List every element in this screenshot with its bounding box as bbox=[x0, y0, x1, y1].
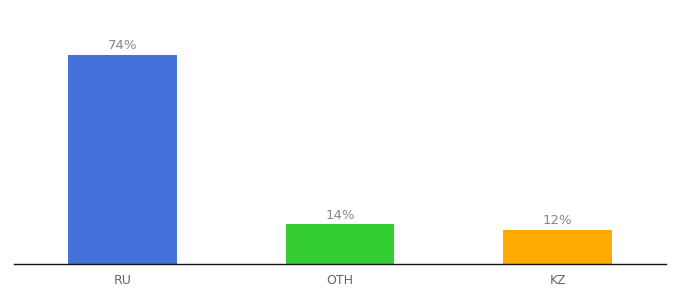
Bar bbox=[286, 224, 394, 264]
Text: 14%: 14% bbox=[325, 208, 355, 222]
Text: 12%: 12% bbox=[543, 214, 573, 227]
Bar bbox=[503, 230, 612, 264]
Bar bbox=[68, 55, 177, 264]
Text: 74%: 74% bbox=[107, 39, 137, 52]
